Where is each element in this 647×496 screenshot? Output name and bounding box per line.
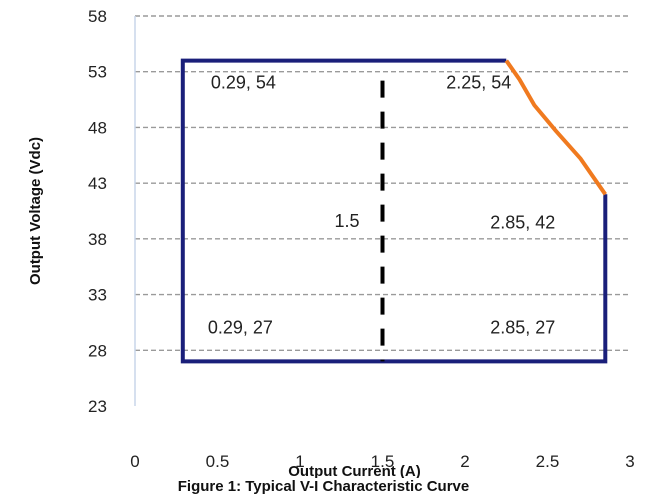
y-tick-label: 48 bbox=[88, 118, 107, 137]
x-tick-label: 0.5 bbox=[206, 452, 230, 471]
x-tick-label: 0 bbox=[130, 452, 139, 471]
annotations: 0.29, 54 2.25, 54 2.85, 42 0.29, 27 2.85, 27… bbox=[208, 73, 555, 338]
x-axis-title: Output Current (A) bbox=[288, 463, 420, 478]
y-tick-label: 38 bbox=[88, 230, 107, 249]
point-annotation: 2.85, 42 bbox=[490, 212, 555, 232]
point-annotation: 0.29, 27 bbox=[208, 317, 273, 337]
series-lines bbox=[180, 58, 608, 364]
point-annotation: 0.29, 54 bbox=[211, 73, 276, 93]
point-annotation: 2.85, 27 bbox=[490, 317, 555, 337]
grid-lines bbox=[134, 15, 630, 406]
y-tick-label: 23 bbox=[88, 397, 107, 416]
y-axis-title: Output Voltage (Vdc) bbox=[27, 137, 44, 285]
x-tick-label: 1.5 bbox=[371, 452, 395, 471]
v-i-chart: 23 28 33 38 43 48 53 58 0 0.5 1 1.5 2 2.5 3 0.29, 54 2… bbox=[27, 7, 635, 478]
point-annotation: 2.25, 54 bbox=[446, 73, 511, 93]
figure-caption: Figure 1: Typical V-I Characteristic Cur… bbox=[177, 478, 470, 495]
y-axis-ticks: 23 28 33 38 43 48 53 58 bbox=[88, 7, 107, 416]
y-tick-label: 28 bbox=[88, 341, 107, 360]
series-line-0 bbox=[180, 58, 608, 364]
x-axis-ticks: 0 0.5 1 1.5 2 2.5 3 bbox=[130, 452, 634, 471]
x-tick-label: 3 bbox=[625, 452, 634, 471]
x-tick-label: 1 bbox=[295, 452, 304, 471]
series-line-1 bbox=[504, 59, 607, 196]
vline-label: 1.5 bbox=[335, 211, 360, 231]
x-tick-label: 2.5 bbox=[536, 452, 560, 471]
x-tick-label: 2 bbox=[460, 452, 469, 471]
y-tick-label: 58 bbox=[88, 7, 107, 26]
y-tick-label: 33 bbox=[88, 286, 107, 305]
y-tick-label: 43 bbox=[88, 174, 107, 193]
y-tick-label: 53 bbox=[88, 63, 107, 82]
